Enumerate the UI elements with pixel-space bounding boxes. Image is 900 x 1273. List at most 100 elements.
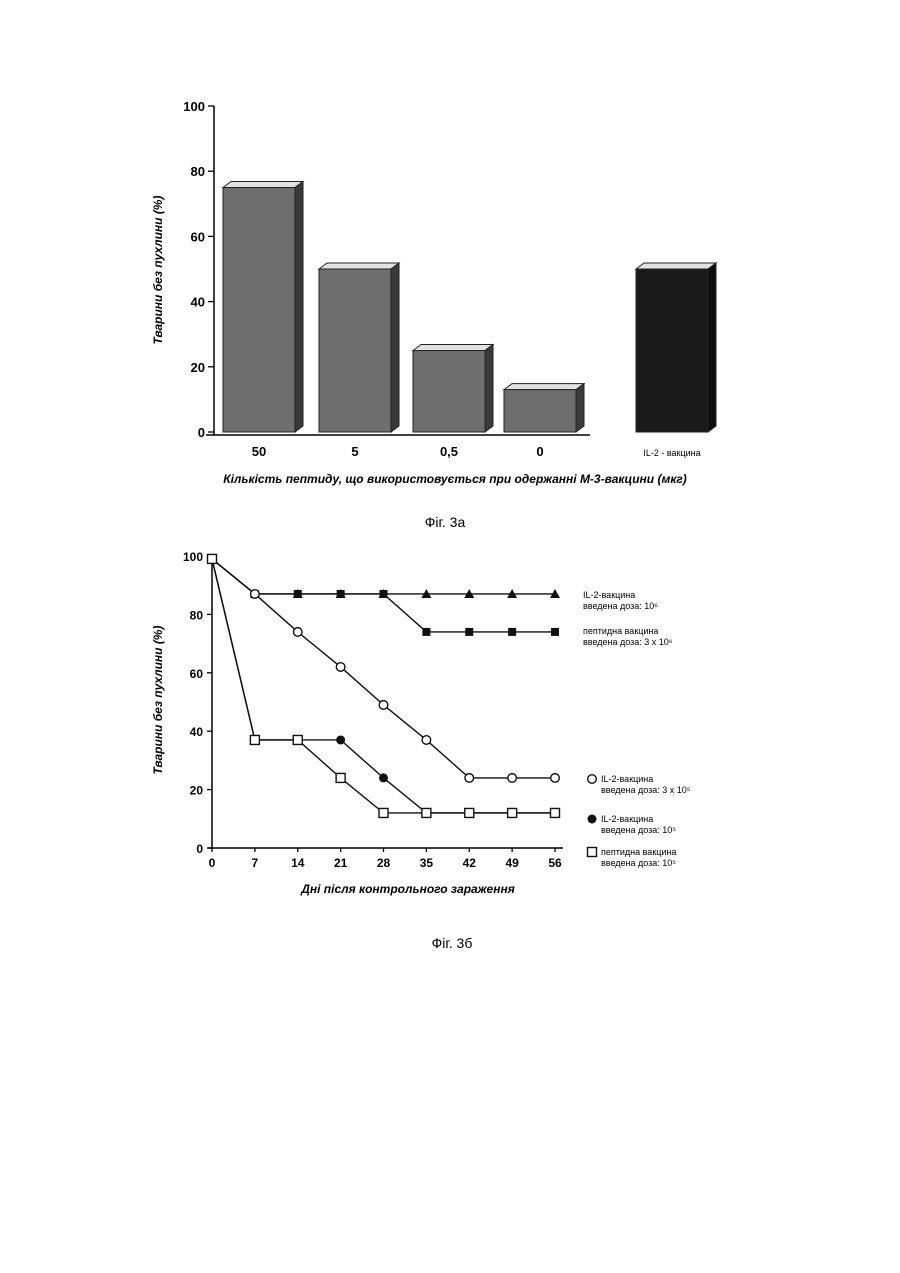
x-tick-label: 49	[505, 856, 519, 870]
legend-entry: IL-2-вакцинавведена доза: 10⁵	[588, 814, 677, 835]
x-axis-label: Дні після контрольного зараження	[300, 882, 515, 896]
y-tick-label: 60	[190, 667, 204, 681]
y-tick-label: 100	[183, 99, 205, 114]
line-chart-fig-3b: Тварини без пухлини (%) Дні після контро…	[0, 540, 900, 1000]
y-axis-label: Тварини без пухлини (%)	[151, 196, 165, 345]
data-point	[551, 628, 559, 636]
legend-label: IL-2-вакцина	[601, 774, 653, 784]
x-tick-label: 0,5	[440, 444, 458, 459]
bar-chart-fig-3a: Тварини без пухлини (%) Кількість пептид…	[0, 0, 900, 540]
x-tick-label: 0	[209, 856, 216, 870]
bar-side	[295, 182, 303, 433]
bar-top	[223, 182, 303, 188]
legend-label: пептидна вакцина	[583, 626, 658, 636]
series-triangle	[212, 559, 555, 594]
data-point	[422, 736, 431, 745]
y-tick-label: 40	[190, 725, 204, 739]
data-point	[465, 808, 474, 817]
figure-caption-3b: Фіг. 3б	[432, 935, 473, 951]
data-point	[588, 815, 597, 824]
bar-front	[504, 390, 576, 432]
x-tick-label: 56	[548, 856, 562, 870]
data-point	[251, 590, 260, 599]
bar-top	[636, 263, 716, 269]
data-point	[379, 808, 388, 817]
bar-side	[576, 384, 584, 432]
bar-side	[485, 345, 493, 433]
y-tick-label: 0	[196, 842, 203, 856]
data-point	[379, 773, 388, 782]
x-tick-label: 28	[377, 856, 391, 870]
data-point	[508, 774, 517, 783]
bar	[319, 263, 399, 432]
bar	[223, 182, 303, 433]
bar	[636, 263, 716, 432]
x-tick-label: 5	[351, 444, 358, 459]
bar-front	[413, 351, 485, 433]
data-point	[293, 628, 302, 637]
data-point	[208, 554, 217, 563]
legend-label: введена доза: 10⁵	[601, 825, 676, 835]
y-tick-label: 40	[191, 295, 205, 310]
legend-label: IL-2-вакцина	[583, 590, 635, 600]
y-tick-label: 60	[191, 229, 205, 244]
x-tick-label: IL-2 - вакцина	[643, 448, 700, 458]
data-point	[588, 848, 597, 857]
bar-top	[319, 263, 399, 269]
data-point	[422, 808, 431, 817]
data-point	[379, 701, 388, 710]
data-point	[336, 735, 345, 744]
y-tick-label: 100	[183, 550, 203, 564]
data-point	[293, 735, 302, 744]
data-point	[465, 628, 473, 636]
data-point	[588, 775, 597, 784]
data-point	[508, 808, 517, 817]
data-point	[551, 774, 560, 783]
legend-entry: пептидна вакцинавведена доза: 10⁵	[588, 847, 677, 868]
bar-front	[319, 269, 391, 432]
legend-label: введена доза: 10⁵	[601, 858, 676, 868]
legend-entry: IL-2-вакцинавведена доза: 10⁶	[583, 590, 658, 611]
x-tick-label: 0	[536, 444, 543, 459]
data-point	[422, 628, 430, 636]
bar-side	[391, 263, 399, 432]
legend-label: введена доза: 10⁶	[583, 601, 658, 611]
data-point	[250, 735, 259, 744]
x-tick-label: 42	[463, 856, 477, 870]
legend-label: введена доза: 3 x 10⁵	[601, 785, 691, 795]
legend-entry: IL-2-вакцинавведена доза: 3 x 10⁵	[588, 774, 691, 795]
y-axis-label: Тварини без пухлини (%)	[151, 626, 165, 775]
y-tick-label: 20	[190, 784, 204, 798]
x-tick-label: 21	[334, 856, 348, 870]
legend-label: пептидна вакцина	[601, 847, 676, 857]
legend-label: IL-2-вакцина	[601, 814, 653, 824]
bar-front	[636, 269, 708, 432]
x-tick-label: 35	[420, 856, 434, 870]
series-markers-square-filled	[208, 555, 559, 636]
data-point	[380, 590, 388, 598]
data-point	[336, 773, 345, 782]
series-markers-circle-open	[208, 555, 560, 783]
x-tick-label: 50	[252, 444, 266, 459]
x-tick-label: 7	[252, 856, 259, 870]
series-line	[212, 559, 555, 594]
data-point	[336, 663, 345, 672]
data-point	[294, 590, 302, 598]
legend-entry: пептидна вакцинавведена доза: 3 x 10⁶	[583, 626, 673, 647]
data-point	[508, 628, 516, 636]
bar-top	[413, 345, 493, 351]
bar	[504, 384, 584, 432]
bar-top	[504, 384, 584, 390]
x-axis-label: Кількість пептиду, що використовується п…	[223, 472, 687, 486]
y-tick-label: 0	[198, 425, 205, 440]
data-point	[465, 774, 474, 783]
figure-caption-3a: Фіг. 3а	[425, 514, 466, 530]
data-point	[337, 590, 345, 598]
bar-front	[223, 188, 295, 433]
bar-side	[708, 263, 716, 432]
y-tick-label: 80	[191, 164, 205, 179]
bar	[413, 345, 493, 433]
y-tick-label: 20	[191, 360, 205, 375]
data-point	[551, 808, 560, 817]
